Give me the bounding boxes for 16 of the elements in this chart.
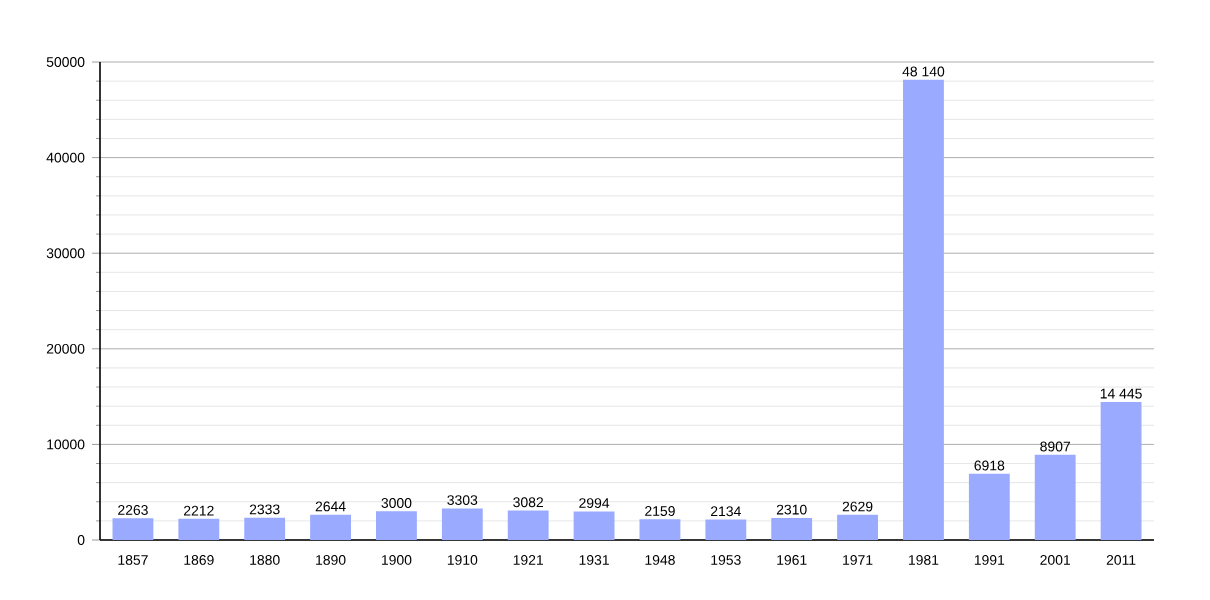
bar <box>310 514 351 540</box>
bar <box>705 519 747 540</box>
bar <box>244 517 286 540</box>
bar <box>968 473 1010 540</box>
bar <box>112 518 154 540</box>
bar <box>1034 454 1076 540</box>
bar <box>178 518 220 540</box>
bar <box>1100 401 1142 540</box>
bar <box>903 79 944 540</box>
bar <box>771 517 813 540</box>
bar <box>837 514 878 540</box>
bar <box>639 519 681 540</box>
bar <box>441 508 483 540</box>
bar <box>573 511 615 540</box>
bar <box>376 511 417 540</box>
bar <box>507 510 549 540</box>
